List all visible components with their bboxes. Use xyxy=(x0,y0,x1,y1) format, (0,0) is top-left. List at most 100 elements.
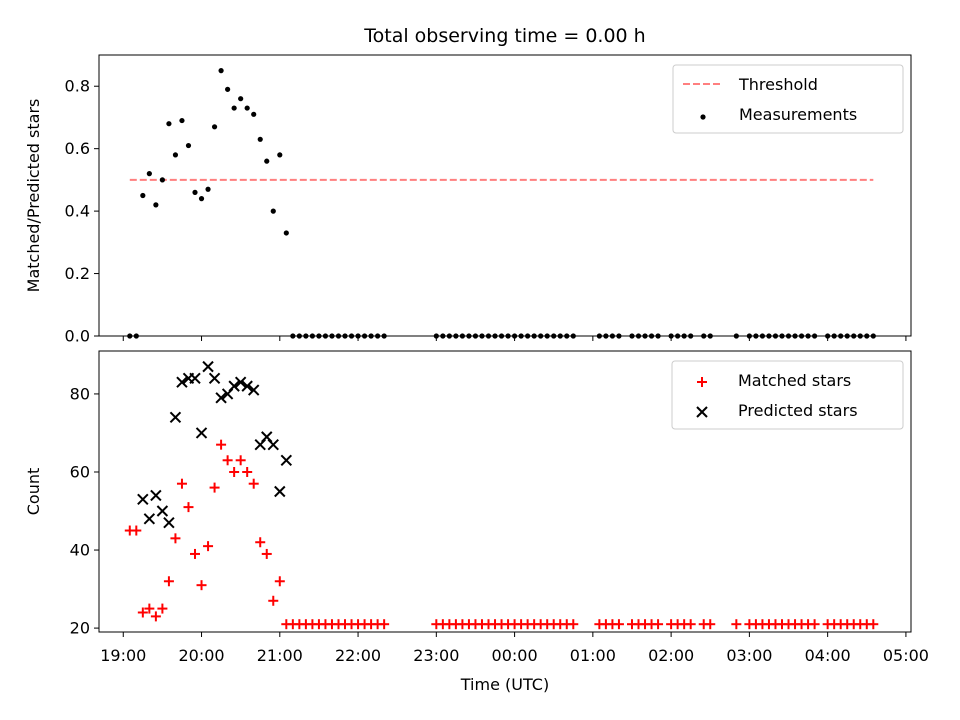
measurement-point xyxy=(446,333,452,339)
x-marker-b xyxy=(137,493,149,506)
x-marker-b xyxy=(169,411,182,424)
measurement-point xyxy=(166,121,172,127)
x-tick-label: 19:00 xyxy=(100,646,146,665)
matched-star-point xyxy=(261,548,272,559)
measurement-point xyxy=(127,333,133,339)
x-marker-b xyxy=(176,376,188,388)
matched-star-point xyxy=(568,619,579,630)
matched-star-point xyxy=(268,595,279,606)
predicted-star-point xyxy=(215,392,227,404)
x-marker-b xyxy=(696,406,708,418)
measurement-point xyxy=(218,68,224,74)
measurement-point xyxy=(681,333,687,339)
legend: Matched stars Predicted stars xyxy=(671,360,904,430)
measurement-point xyxy=(238,96,244,102)
measurement-point xyxy=(368,333,374,339)
legend: Threshold Measurements xyxy=(672,64,904,134)
measurement-point xyxy=(172,152,179,158)
legend-predicted-swatch xyxy=(696,406,708,418)
x-marker-b xyxy=(280,454,293,466)
matched-star-point xyxy=(150,611,161,622)
measurement-point xyxy=(831,333,837,339)
measurement-point xyxy=(264,158,270,164)
measurement-point xyxy=(283,230,289,236)
measurement-point xyxy=(844,333,850,339)
measurement-point xyxy=(146,171,152,177)
measurement-point xyxy=(192,189,198,195)
measurement-point xyxy=(785,333,792,339)
legend-box xyxy=(671,360,904,430)
legend-label: Matched stars xyxy=(738,371,851,390)
x-marker-b xyxy=(274,485,286,498)
y-tick-label: 0.6 xyxy=(65,139,90,158)
measurement-point xyxy=(479,333,485,339)
matched-star-point xyxy=(203,541,214,552)
measurement-point xyxy=(498,333,505,339)
matched-star-point xyxy=(731,619,742,630)
measurement-point xyxy=(309,333,316,339)
y-tick-label: 0.2 xyxy=(65,264,90,283)
x-tick-label: 00:00 xyxy=(492,646,538,665)
measurement-point xyxy=(551,333,557,339)
x-marker-b xyxy=(261,431,273,443)
predicted-star-point xyxy=(163,517,175,529)
measurement-point xyxy=(133,333,139,339)
measurement-point xyxy=(635,333,642,339)
measurement-point xyxy=(453,333,459,339)
measurement-point xyxy=(838,333,844,339)
measurement-point xyxy=(772,333,779,339)
measurement-point xyxy=(296,333,302,339)
predicted-star-point xyxy=(156,505,169,517)
x-tick-label: 23:00 xyxy=(413,646,459,665)
x-tick-label: 05:00 xyxy=(883,646,929,665)
predicted-star-point xyxy=(234,376,247,388)
matched-star-point xyxy=(685,619,696,630)
y-tick-label: 0.4 xyxy=(65,202,90,221)
measurement-point xyxy=(733,333,739,339)
measurement-point xyxy=(348,333,355,339)
top-panel: 0.0 0.2 0.4 0.6 0.8 Matched/Predicted stars Th… xyxy=(24,54,912,346)
measurement-point xyxy=(290,333,296,339)
x-marker-b xyxy=(156,505,169,517)
measurement-point xyxy=(655,333,661,339)
measurement-point xyxy=(603,333,609,339)
x-tick-label: 04:00 xyxy=(805,646,851,665)
measurement-point xyxy=(668,333,674,339)
measurement-point xyxy=(792,333,798,339)
measurement-point xyxy=(505,333,511,339)
measurement-point xyxy=(342,333,348,339)
legend-box xyxy=(672,64,904,134)
measurement-point xyxy=(472,333,479,339)
measurement-point xyxy=(335,333,342,339)
measurement-point xyxy=(277,152,283,158)
x-marker-b xyxy=(228,380,240,392)
x-marker-b xyxy=(150,489,162,502)
measurement-point xyxy=(825,333,831,339)
x-tick-label: 03:00 xyxy=(726,646,772,665)
measurement-point xyxy=(564,333,570,339)
measurement-point xyxy=(159,177,165,183)
measurement-point xyxy=(525,333,531,339)
measurement-point xyxy=(518,333,524,339)
predicted-star-point xyxy=(247,384,260,396)
matched-star-point xyxy=(157,603,168,614)
predicted-star-point xyxy=(208,372,221,385)
x-marker-b xyxy=(143,513,156,525)
measurement-point xyxy=(198,196,205,202)
predicted-star-point xyxy=(143,513,156,525)
predicted-star-point xyxy=(150,489,162,502)
matched-star-point xyxy=(705,619,716,630)
measurement-point xyxy=(329,333,335,339)
measurement-point xyxy=(251,111,257,117)
measurement-point xyxy=(596,333,602,339)
x-marker-b xyxy=(215,392,227,404)
matched-star-point xyxy=(255,537,266,548)
measurement-point xyxy=(361,333,368,339)
measurement-point xyxy=(211,124,218,130)
y-axis-label: Count xyxy=(24,468,43,516)
measurement-point xyxy=(805,333,811,339)
bottom-panel: 20 40 60 80 19:00 20:00 21:00 22:00 23:00 00:00 01… xyxy=(24,350,929,665)
matched-star-point xyxy=(216,439,227,450)
matched-star-point xyxy=(222,455,233,466)
measurement-point xyxy=(355,333,361,339)
